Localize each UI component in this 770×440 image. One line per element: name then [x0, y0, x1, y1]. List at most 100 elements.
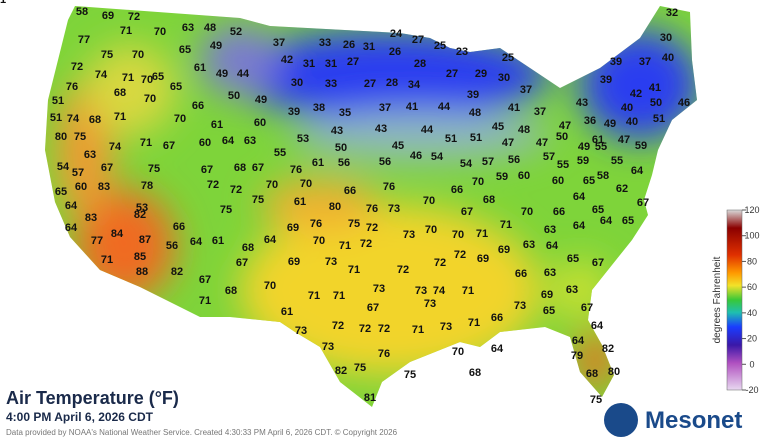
station-temp: 64 — [65, 222, 78, 234]
station-temp: 71 — [199, 295, 211, 307]
station-temp: 75 — [101, 49, 113, 61]
station-temp: 67 — [236, 257, 248, 269]
station-temp: 69 — [288, 256, 300, 268]
station-temp: 72 — [359, 323, 371, 335]
legend-tick-label: 60 — [747, 282, 757, 292]
station-temp: 63 — [182, 22, 194, 34]
station-temp: 25 — [434, 40, 446, 52]
logo-icon — [604, 403, 638, 437]
credit: Data provided by NOAA's National Weather… — [6, 428, 398, 437]
station-temp: 70 — [132, 49, 144, 61]
station-temp: 74 — [109, 141, 122, 153]
legend-tick-label: 100 — [744, 231, 759, 241]
station-temp: 45 — [492, 121, 504, 133]
station-temp: 75 — [148, 163, 160, 175]
station-temp: 88 — [136, 266, 148, 278]
station-temp: 66 — [173, 221, 185, 233]
station-temp: 66 — [192, 100, 204, 112]
station-temp: 39 — [467, 89, 479, 101]
station-temp: 47 — [502, 137, 514, 149]
station-temp: 49 — [578, 141, 590, 153]
station-temp: 70 — [423, 195, 435, 207]
station-temp: 65 — [543, 305, 555, 317]
legend-tick-label: 0 — [749, 359, 754, 369]
station-temp: 64 — [222, 135, 235, 147]
title: Air Temperature (°F) — [6, 388, 179, 408]
station-temp: 64 — [264, 234, 277, 246]
station-temp: 64 — [600, 215, 613, 227]
station-temp: 65 — [179, 44, 191, 56]
station-temp: 26 — [389, 46, 401, 58]
station-temp: 73 — [325, 256, 337, 268]
station-temp: 40 — [626, 116, 638, 128]
station-temp: 68 — [89, 114, 101, 126]
station-temp: 68 — [114, 87, 126, 99]
station-temp: 81 — [364, 392, 376, 404]
station-temp: 69 — [102, 10, 114, 22]
station-temp: 32 — [666, 7, 678, 19]
station-temp: 87 — [139, 234, 151, 246]
station-temp: 44 — [237, 68, 250, 80]
station-temp: 59 — [577, 155, 589, 167]
station-temp: 66 — [451, 184, 463, 196]
station-temp: 72 — [230, 184, 242, 196]
station-temp: 57 — [72, 167, 84, 179]
station-temp: 70 — [154, 26, 166, 38]
station-temp: 64 — [573, 191, 586, 203]
station-temp: 72 — [378, 323, 390, 335]
station-temp: 69 — [287, 222, 299, 234]
station-temp: 67 — [163, 140, 175, 152]
station-temp: 23 — [456, 46, 468, 58]
station-temp: 51 — [653, 113, 665, 125]
station-temp: 65 — [152, 71, 164, 83]
station-temp: 70 — [472, 176, 484, 188]
station-temp: 54 — [431, 151, 444, 163]
station-temp: 46 — [678, 97, 690, 109]
station-temp: 81 — [0, 0, 6, 6]
station-temp: 82 — [335, 365, 347, 377]
station-temp: 71 — [476, 228, 488, 240]
station-temp: 64 — [572, 335, 585, 347]
station-temp: 70 — [521, 206, 533, 218]
station-temp: 56 — [508, 154, 520, 166]
station-temp: 75 — [348, 218, 360, 230]
station-temp: 76 — [310, 218, 322, 230]
station-temp: 83 — [98, 181, 110, 193]
station-temp: 74 — [67, 113, 80, 125]
station-temp: 71 — [348, 264, 360, 276]
station-temp: 65 — [622, 215, 634, 227]
station-temp: 47 — [536, 137, 548, 149]
legend-tick-label: 40 — [747, 308, 757, 318]
station-temp: 74 — [95, 69, 108, 81]
legend-label: degrees Fahrenheit — [712, 256, 723, 343]
station-temp: 64 — [573, 220, 586, 232]
station-temp: 65 — [592, 204, 604, 216]
station-temp: 58 — [597, 170, 609, 182]
station-temp: 27 — [412, 34, 424, 46]
station-temp: 31 — [363, 41, 375, 53]
station-temp: 73 — [514, 300, 526, 312]
station-temp: 80 — [608, 366, 620, 378]
station-temp: 52 — [230, 26, 242, 38]
station-temp: 75 — [220, 204, 232, 216]
station-temp: 42 — [281, 54, 293, 66]
subtitle: 4:00 PM April 6, 2026 CDT — [6, 410, 154, 424]
station-temp: 40 — [621, 102, 633, 114]
station-temp: 65 — [55, 186, 67, 198]
station-temp: 43 — [576, 97, 588, 109]
station-temp: 75 — [354, 362, 366, 374]
station-temp: 59 — [635, 140, 647, 152]
station-temp: 61 — [211, 119, 223, 131]
station-temp: 35 — [339, 107, 351, 119]
station-temp: 33 — [325, 78, 337, 90]
station-temp: 67 — [101, 162, 113, 174]
station-temp: 38 — [313, 102, 325, 114]
station-temp: 57 — [482, 156, 494, 168]
station-temp: 76 — [290, 164, 302, 176]
station-temp: 31 — [325, 58, 337, 70]
station-temp: 73 — [373, 283, 385, 295]
station-temp: 73 — [415, 285, 427, 297]
station-temp: 61 — [294, 196, 306, 208]
station-temp: 63 — [523, 239, 535, 251]
station-temp: 27 — [446, 68, 458, 80]
